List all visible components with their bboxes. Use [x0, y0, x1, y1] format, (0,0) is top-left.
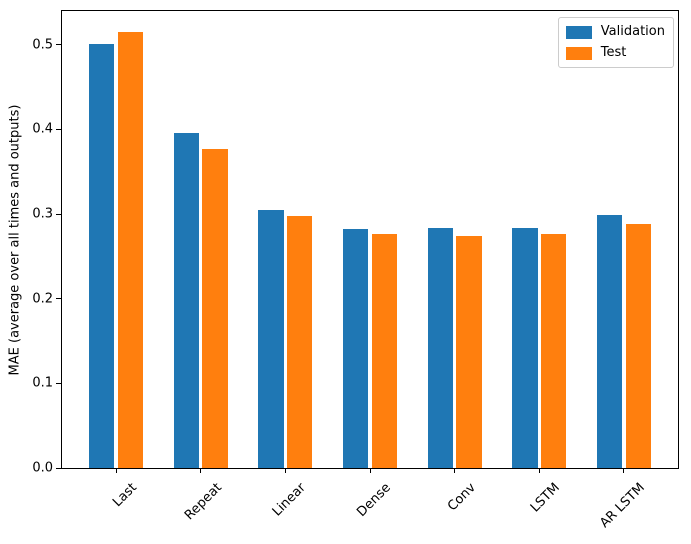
y-tick-mark	[56, 298, 61, 300]
legend-label-validation: Validation	[600, 24, 665, 39]
y-tick-mark	[56, 44, 61, 46]
y-tick-label: 0.1	[32, 375, 53, 391]
legend-swatch-test	[565, 46, 592, 60]
y-tick-label: 0.5	[32, 37, 53, 53]
x-tick-label-dense: Dense	[354, 480, 394, 520]
legend-label-test: Test	[600, 45, 627, 60]
x-tick-mark	[115, 468, 117, 473]
x-tick-label-conv: Conv	[444, 480, 479, 515]
bar-test-last	[117, 32, 144, 468]
x-tick-mark	[538, 468, 540, 473]
x-tick-label-ar-lstm: AR LSTM	[597, 480, 648, 532]
bar-validation-lstm	[512, 227, 538, 468]
y-tick-mark	[56, 467, 61, 469]
bar-test-repeat	[202, 148, 228, 468]
y-tick-label: 0.4	[32, 121, 53, 137]
bar-validation-repeat	[173, 132, 200, 468]
y-tick-mark	[56, 128, 61, 130]
bar-test-ar-lstm	[625, 224, 651, 468]
y-axis-ticks: 0.0 0.1 0.2 0.3 0.4 0.5	[32, 11, 678, 475]
legend: Validation Test	[557, 17, 674, 68]
bar-validation-dense	[342, 229, 369, 468]
y-tick-label: 0.3	[32, 206, 53, 222]
legend-swatch-validation	[565, 25, 592, 39]
bar-validation-ar-lstm	[596, 214, 623, 468]
x-tick-mark	[369, 468, 371, 473]
x-tick-label-last: Last	[110, 480, 141, 511]
x-tick-label-repeat: Repeat	[181, 480, 225, 524]
x-tick-mark	[454, 468, 456, 473]
bar-test-dense	[371, 234, 398, 468]
x-axis-ticks: Last Repeat Linear Dense Conv LSTM AR LSTM	[62, 11, 678, 531]
plot-area: 0.0 0.1 0.2 0.3 0.4 0.5 Last Repeat Linear Dense…	[32, 10, 679, 531]
x-tick-mark	[284, 468, 286, 473]
legend-item-test: Test	[565, 45, 665, 60]
y-tick-mark	[56, 213, 61, 215]
y-tick-label: 0.2	[32, 291, 53, 307]
bar-test-lstm	[540, 233, 567, 468]
y-tick-label: 0.0	[32, 460, 53, 476]
y-tick-mark	[56, 382, 61, 384]
bar-validation-last	[89, 44, 115, 468]
y-axis-label: MAE (average over all times and outputs)	[7, 104, 23, 376]
x-tick-label-linear: Linear	[270, 480, 310, 520]
bar-validation-conv	[427, 228, 453, 468]
bar-test-conv	[456, 236, 482, 468]
bars-layer	[62, 11, 678, 468]
bar-validation-linear	[258, 209, 284, 468]
x-tick-mark	[200, 468, 202, 473]
bar-test-linear	[287, 215, 313, 468]
x-tick-mark	[623, 468, 625, 473]
x-tick-label-lstm: LSTM	[528, 480, 564, 516]
legend-item-validation: Validation	[565, 24, 665, 39]
